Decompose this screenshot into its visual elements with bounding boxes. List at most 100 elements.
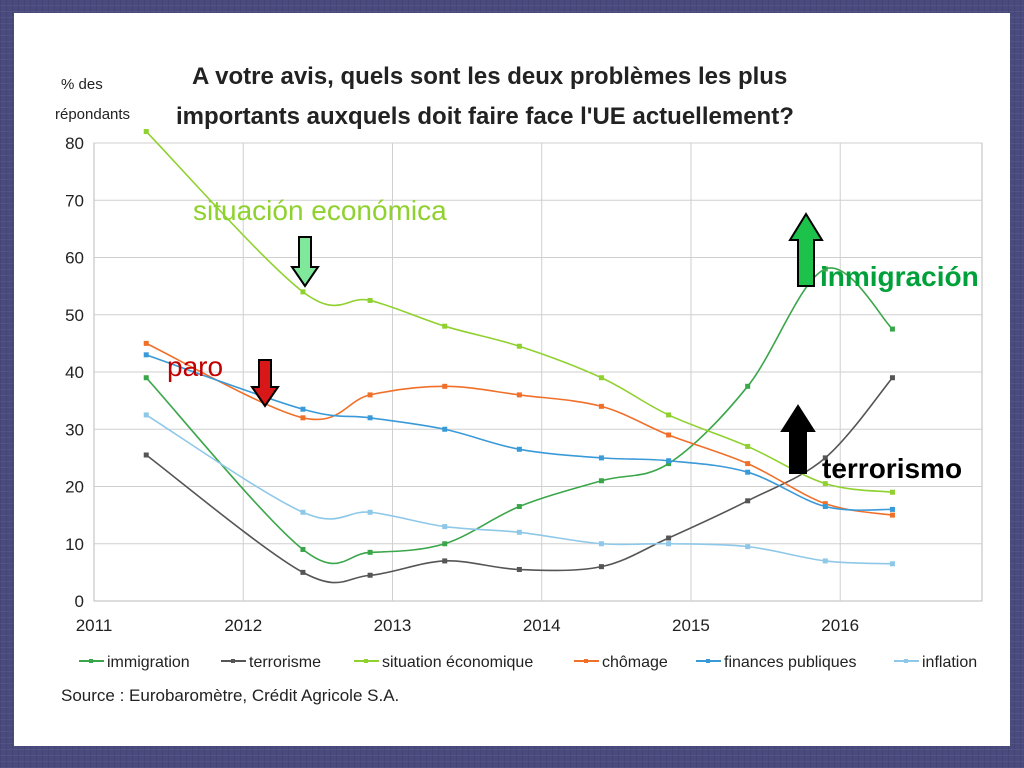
slide-canvas: % des répondants A votre avis, quels son… (14, 13, 1010, 746)
series-line-finances-publiques (145, 354, 893, 511)
y-ticks: 0 10 20 30 40 50 60 70 80 (65, 134, 84, 611)
x-ticks: 2011 2012 2013 2014 2015 2016 (76, 616, 859, 635)
x-tick-label: 2016 (821, 616, 859, 635)
data-point-chomage (300, 415, 306, 421)
data-point-immigration (516, 504, 522, 510)
data-point-terrorisme (367, 572, 373, 578)
legend-label: finances publiques (724, 654, 857, 671)
arrow-up-icon (788, 212, 824, 287)
data-point-inflation (598, 541, 604, 547)
legend-marker (706, 659, 710, 663)
data-point-finances-publiques (516, 446, 522, 452)
y-tick-label: 20 (65, 478, 84, 497)
y-tick-label: 10 (65, 535, 84, 554)
data-point-terrorisme (442, 558, 448, 564)
data-point-chomage (889, 512, 895, 518)
data-point-immigration (598, 478, 604, 484)
data-point-situation-economique (598, 375, 604, 381)
data-point-chomage (822, 501, 828, 507)
data-point-situation-economique (745, 443, 751, 449)
chart-title-line-2: importants auxquels doit faire face l'UE… (176, 103, 794, 130)
legend-marker (89, 659, 93, 663)
annotation-inmigracion: inmigración (820, 261, 979, 292)
y-axis-label-line-1: % des (61, 76, 103, 93)
data-point-immigration (300, 546, 306, 552)
data-point-finances-publiques (442, 426, 448, 432)
data-point-inflation (143, 412, 149, 418)
legend-label: chômage (602, 654, 668, 671)
data-point-chomage (598, 403, 604, 409)
data-point-finances-publiques (745, 469, 751, 475)
data-point-finances-publiques (598, 455, 604, 461)
data-point-immigration (143, 375, 149, 381)
series-line-immigration (145, 267, 894, 565)
series-line-terrorisme (145, 377, 894, 584)
y-tick-label: 70 (65, 191, 84, 210)
data-point-finances-publiques (300, 406, 306, 412)
legend-label: immigration (107, 654, 190, 671)
arrow-down-icon (250, 359, 280, 408)
legend-marker (584, 659, 588, 663)
y-tick-label: 80 (65, 134, 84, 153)
data-point-immigration (442, 541, 448, 547)
data-point-inflation (367, 509, 373, 515)
y-tick-label: 30 (65, 420, 84, 439)
y-tick-label: 50 (65, 306, 84, 325)
y-tick-label: 0 (75, 592, 84, 611)
data-point-chomage (516, 392, 522, 398)
legend-label: situation économique (382, 654, 533, 671)
data-point-terrorisme (745, 498, 751, 504)
data-point-terrorisme (516, 567, 522, 573)
data-point-chomage (367, 392, 373, 398)
data-point-inflation (822, 558, 828, 564)
data-point-chomage (666, 432, 672, 438)
data-point-immigration (822, 266, 828, 272)
data-point-inflation (442, 524, 448, 530)
source-note: Source : Eurobaromètre, Crédit Agricole … (61, 686, 399, 705)
data-point-inflation (745, 544, 751, 550)
x-tick-label: 2011 (76, 616, 113, 635)
chart-title-line-1: A votre avis, quels sont les deux problè… (192, 63, 787, 90)
data-point-immigration (745, 383, 751, 389)
data-point-situation-economique (822, 481, 828, 487)
arrow-up-icon (780, 404, 816, 474)
data-point-finances-publiques (367, 415, 373, 421)
data-point-situation-economique (516, 343, 522, 349)
data-point-inflation (666, 541, 672, 547)
gridlines (94, 142, 982, 601)
annotation-terrorismo: terrorismo (822, 453, 962, 484)
legend: immigration terrorisme situation économiqu… (79, 654, 977, 671)
series-line-inflation (145, 414, 893, 565)
data-point-situation-economique (367, 297, 373, 303)
data-point-terrorisme (822, 455, 828, 461)
data-point-finances-publiques (822, 504, 828, 510)
data-point-inflation (889, 561, 895, 567)
chart: % des répondants A votre avis, quels son… (55, 63, 983, 705)
data-point-terrorisme (889, 375, 895, 381)
series-line-chomage (145, 342, 893, 516)
data-point-finances-publiques (889, 506, 895, 512)
data-point-situation-economique (442, 323, 448, 329)
x-tick-label: 2012 (224, 616, 262, 635)
data-point-immigration (367, 549, 373, 555)
data-point-chomage (442, 383, 448, 389)
x-tick-label: 2015 (672, 616, 710, 635)
data-point-situation-economique (889, 489, 895, 495)
legend-label: inflation (922, 654, 977, 671)
series-group (143, 129, 895, 584)
data-point-immigration (666, 461, 672, 467)
data-point-situation-economique (300, 289, 306, 295)
data-point-inflation (300, 509, 306, 515)
data-point-terrorisme (598, 564, 604, 570)
legend-marker (904, 659, 908, 663)
y-axis-label-line-2: répondants (55, 106, 130, 123)
legend-marker (364, 659, 368, 663)
data-point-inflation (516, 529, 522, 535)
annotation-situacion-economica: situación económica (193, 195, 447, 226)
data-point-immigration (889, 326, 895, 332)
legend-label: terrorisme (249, 654, 321, 671)
y-tick-label: 60 (65, 249, 84, 268)
data-point-terrorisme (300, 569, 306, 575)
arrow-down-icon (290, 236, 320, 288)
data-point-finances-publiques (143, 352, 149, 358)
